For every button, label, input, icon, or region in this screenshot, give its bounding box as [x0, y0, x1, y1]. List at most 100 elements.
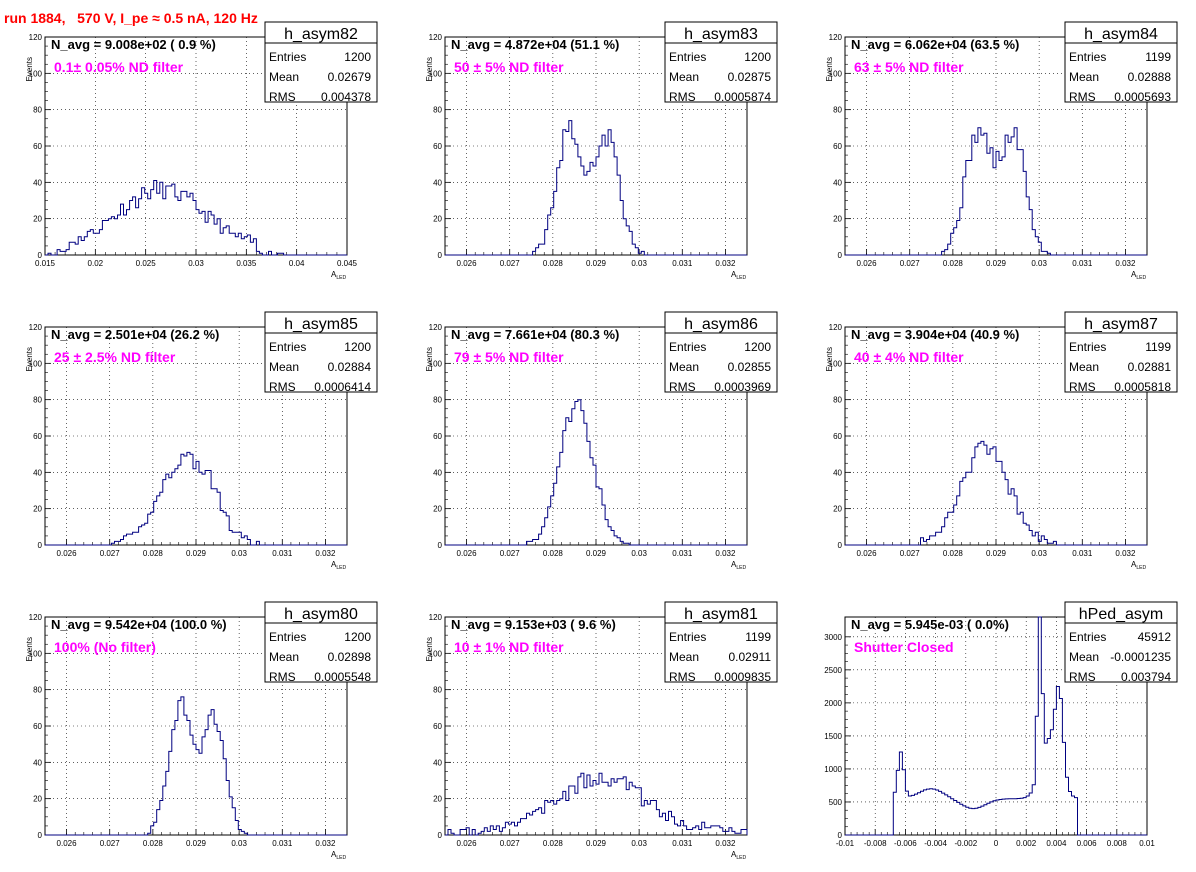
y-axis-title: Events	[25, 57, 34, 81]
y-tick-label: 120	[829, 323, 843, 332]
histogram-pad-h_asym82: 0.015 0.02 0.025 0.03 0.035 0.04 0.045 0 20 40 60 8…	[25, 21, 378, 281]
x-axis-title: ALED	[1131, 270, 1146, 281]
x-tick-label: 0.026	[457, 549, 478, 558]
x-tick-label: 0.031	[672, 259, 693, 268]
y-tick-label: 100	[829, 69, 843, 78]
x-tick-label: 0	[994, 839, 999, 848]
pad-title: N_avg = 4.872e+04 (51.1 %)	[451, 37, 619, 52]
y-tick-label: 0	[838, 831, 843, 840]
x-tick-label: 0.028	[543, 839, 564, 848]
stat-label: Mean	[1069, 70, 1099, 84]
histogram-name: h_asym80	[284, 606, 358, 623]
filter-note: 100% (No filter)	[54, 639, 156, 655]
histogram-pad-h_asym83: 0.026 0.027 0.028 0.029 0.03 0.031 0.032 0 20 40 6…	[425, 21, 778, 281]
stat-label: RMS	[1069, 380, 1096, 394]
y-axis-title: Events	[25, 637, 34, 661]
y-tick-label: 60	[433, 722, 442, 731]
x-tick-label: 0.031	[272, 549, 293, 558]
x-axis-title: ALED	[1131, 560, 1146, 571]
stats-box	[264, 601, 378, 683]
y-tick-label: 80	[833, 106, 842, 115]
y-tick-label: 120	[29, 613, 43, 622]
x-tick-label: 0.026	[457, 259, 478, 268]
histogram-outline	[845, 616, 1147, 836]
y-tick-label: 60	[433, 432, 442, 441]
y-tick-label: 100	[429, 359, 443, 368]
y-tick-label: 40	[33, 758, 42, 767]
x-tick-label: 0.032	[715, 549, 736, 558]
filter-note: 40 ± 4% ND filter	[854, 349, 964, 365]
pad-title: N_avg = 2.501e+04 (26.2 %)	[51, 327, 219, 342]
x-tick-label: 0.008	[1107, 839, 1128, 848]
x-tick-label: 0.027	[900, 549, 921, 558]
y-axis-title: Events	[425, 57, 434, 81]
stat-label: Mean	[669, 70, 699, 84]
x-tick-label: 0.03	[631, 839, 647, 848]
pad-title: N_avg = 9.542e+04 (100.0 %)	[51, 617, 227, 632]
y-tick-label: 40	[33, 178, 42, 187]
pad-title: N_avg = 6.062e+04 (63.5 %)	[851, 37, 1019, 52]
x-axis-title: ALED	[731, 560, 746, 571]
y-tick-label: 60	[433, 142, 442, 151]
x-tick-label: 0.028	[943, 259, 964, 268]
histogram-name: h_asym84	[1084, 26, 1158, 43]
x-tick-label: 0.029	[986, 549, 1007, 558]
stats-box	[664, 311, 778, 393]
histogram-outline	[445, 399, 747, 546]
pad-title: N_avg = 9.008e+02 ( 0.9 %)	[51, 37, 216, 52]
y-tick-label: 40	[833, 468, 842, 477]
stat-label: Entries	[269, 50, 306, 64]
filter-note: 63 ± 5% ND filter	[854, 59, 964, 75]
x-tick-label: -0.01	[836, 839, 855, 848]
stat-value: 1200	[344, 630, 371, 644]
stat-label: RMS	[269, 380, 296, 394]
y-axis-title: Events	[425, 347, 434, 371]
y-axis-title: Events	[825, 347, 834, 371]
x-axis-title: ALED	[331, 270, 346, 281]
x-tick-label: 0.03	[1031, 259, 1047, 268]
x-tick-label: 0.04	[289, 259, 305, 268]
x-tick-label: 0.03	[188, 259, 204, 268]
x-tick-label: 0.03	[231, 839, 247, 848]
stat-label: Entries	[669, 340, 706, 354]
y-tick-label: 120	[29, 33, 43, 42]
x-tick-label: 0.027	[500, 549, 521, 558]
y-tick-label: 120	[29, 323, 43, 332]
stat-value: 0.003794	[1121, 670, 1171, 684]
stat-value: 0.02679	[328, 70, 372, 84]
stat-label: Entries	[1069, 340, 1106, 354]
histogram-pad-h_asym85: 0.026 0.027 0.028 0.029 0.03 0.031 0.032 0 20 40 6…	[25, 311, 378, 571]
histogram-name: h_asym85	[284, 316, 358, 333]
x-tick-label: 0.02	[88, 259, 104, 268]
stat-label: RMS	[269, 90, 296, 104]
y-tick-label: 20	[433, 795, 442, 804]
stat-label: Mean	[269, 650, 299, 664]
x-tick-label: 0.006	[1077, 839, 1098, 848]
x-tick-label: 0.027	[500, 839, 521, 848]
pad-title: N_avg = 7.661e+04 (80.3 %)	[451, 327, 619, 342]
x-tick-label: 0.027	[900, 259, 921, 268]
y-tick-label: 80	[833, 396, 842, 405]
y-tick-label: 80	[33, 686, 42, 695]
stats-box	[1064, 21, 1178, 103]
x-tick-label: 0.029	[186, 839, 207, 848]
histogram-outline	[845, 127, 1147, 256]
y-tick-label: 80	[33, 396, 42, 405]
y-axis-title: Events	[425, 637, 434, 661]
x-axis-title: ALED	[331, 850, 346, 861]
x-tick-label: 0.032	[315, 839, 336, 848]
x-tick-label: 0.032	[315, 549, 336, 558]
y-tick-label: 120	[829, 33, 843, 42]
x-tick-label: -0.004	[924, 839, 947, 848]
stat-value: 1200	[744, 50, 771, 64]
histogram-outline	[45, 180, 347, 256]
y-tick-label: 0	[838, 541, 843, 550]
stats-box	[264, 311, 378, 393]
y-tick-label: 2000	[824, 699, 842, 708]
x-tick-label: 0.029	[186, 549, 207, 558]
x-tick-label: 0.031	[1072, 259, 1093, 268]
stat-value: 0.0005818	[1114, 380, 1171, 394]
x-tick-label: 0.031	[272, 839, 293, 848]
y-tick-label: 0	[438, 541, 443, 550]
y-tick-label: 40	[833, 178, 842, 187]
